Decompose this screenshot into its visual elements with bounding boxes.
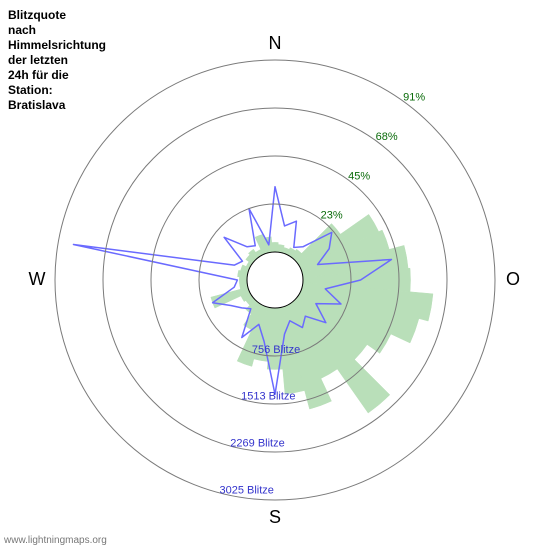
cardinal-n: N	[269, 33, 282, 53]
ring-count-label: 756 Blitze	[252, 344, 300, 356]
ring-pct-label: 23%	[321, 210, 343, 222]
ring-pct-label: 45%	[348, 170, 370, 182]
hub-circle	[247, 252, 303, 308]
cardinal-e: O	[506, 269, 520, 289]
cardinal-s: S	[269, 507, 281, 527]
chart-title: Blitzquote nach Himmelsrichtung der letz…	[8, 8, 106, 113]
ring-count-label: 3025 Blitze	[220, 484, 274, 496]
ring-count-label: 2269 Blitze	[230, 437, 284, 449]
rose-bar	[272, 242, 279, 252]
rose-bar	[239, 277, 247, 283]
cardinal-w: W	[29, 269, 46, 289]
ring-count-label: 1513 Blitze	[241, 391, 295, 403]
ring-pct-label: 91%	[403, 92, 425, 104]
ring-pct-label: 68%	[376, 131, 398, 143]
attribution-link[interactable]: www.lightningmaps.org	[4, 535, 107, 546]
